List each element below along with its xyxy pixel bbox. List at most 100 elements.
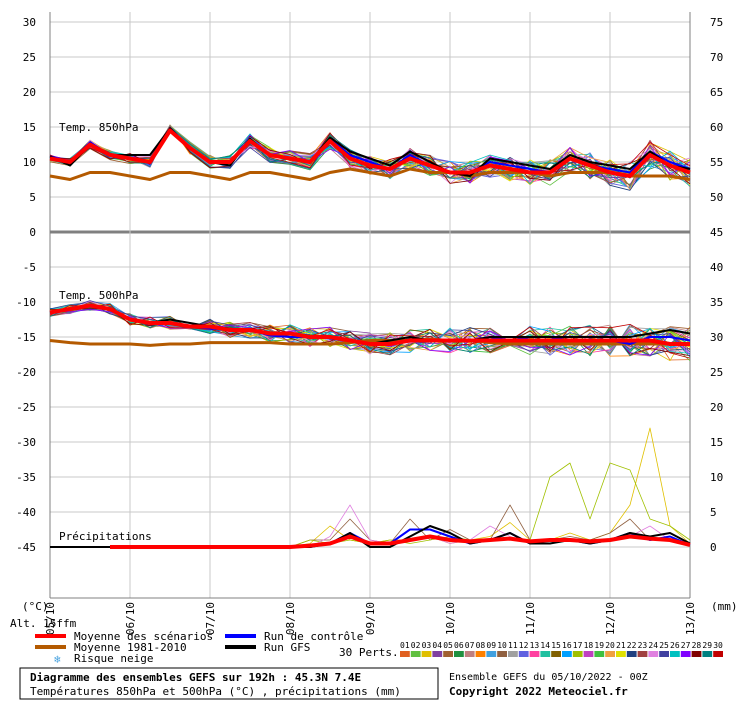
pert-swatch: [464, 651, 475, 657]
copyright: Copyright 2022 Meteociel.fr: [449, 685, 628, 698]
chart-title: Diagramme des ensembles GEFS sur 192h : …: [30, 671, 361, 684]
left-tick-label: 30: [23, 16, 36, 29]
right-tick-label: 35: [710, 296, 723, 309]
pert-swatch: [475, 651, 486, 657]
pert-swatch: [572, 651, 583, 657]
pert-number: 25: [659, 641, 669, 650]
right-unit-label: (mm): [711, 600, 738, 613]
pert-number: 06: [454, 641, 464, 650]
pert-swatch: [605, 651, 615, 657]
altitude-label: Alt. 15ffm: [10, 617, 77, 630]
left-axis-ticks: 30 25 20 15 10 5 0 -5 -10 -15 -20 -25 -30 -35 -40 -45: [16, 16, 36, 554]
perts-label: 30 Perts.: [339, 646, 399, 659]
left-tick-label: -35: [16, 471, 36, 484]
section-label-500hpa: Temp. 500hPa: [59, 289, 138, 302]
section-label-850hpa: Temp. 850hPa: [59, 121, 138, 134]
legend-label-climatology: Moyenne 1981-2010: [74, 641, 187, 654]
pert-swatch: [486, 651, 497, 657]
left-tick-label: -15: [16, 331, 36, 344]
right-tick-label: 40: [710, 261, 723, 274]
pert-swatch: [562, 651, 572, 657]
chart-series: [49, 124, 691, 549]
left-tick-label: 5: [29, 191, 36, 204]
x-tick-label: 11/10: [524, 602, 537, 635]
right-tick-label: 45: [710, 226, 723, 239]
mean-line-500: [49, 303, 690, 346]
x-tick-label: 12/10: [604, 602, 617, 635]
right-tick-label: 65: [710, 86, 723, 99]
chart-grid: [49, 12, 691, 599]
left-tick-label: 15: [23, 121, 36, 134]
pert-number: 01: [400, 641, 410, 650]
pert-number: 09: [486, 641, 496, 650]
x-tick-label: 07/10: [204, 602, 217, 635]
right-tick-label: 60: [710, 121, 723, 134]
left-tick-label: 0: [29, 226, 36, 239]
pert-number: 29: [702, 641, 712, 650]
right-tick-label: 55: [710, 156, 723, 169]
left-tick-label: 20: [23, 86, 36, 99]
x-tick-label: 10/10: [444, 602, 457, 635]
right-tick-label: 10: [710, 471, 723, 484]
right-tick-label: 70: [710, 51, 723, 64]
left-tick-label: -5: [23, 261, 36, 274]
pert-swatch: [594, 651, 605, 657]
legend-label-gfs: Run GFS: [264, 641, 310, 654]
pert-swatch: [529, 651, 540, 657]
pert-number: 26: [670, 641, 680, 650]
left-tick-label: -45: [16, 541, 36, 554]
perturbation-legend: 01 02 03 04 05 06 07 08 09 10 11 12 13 14 15 16 17 18 19 20…: [400, 641, 723, 657]
info-box: [19, 667, 439, 700]
snowflake-icon: ❄: [54, 653, 61, 666]
gfs-line-850: [49, 127, 691, 177]
right-tick-label: 25: [710, 366, 723, 379]
run-info: Ensemble GEFS du 05/10/2022 - 00Z: [449, 672, 648, 683]
pert-number: 17: [573, 641, 583, 650]
pert-number: 19: [594, 641, 604, 650]
pert-swatch: [691, 651, 702, 657]
pert-swatch: [659, 651, 669, 657]
pert-swatch: [410, 651, 421, 657]
pert-number: 12: [519, 641, 529, 650]
chart-subtitle: Températures 850hPa et 500hPa (°C) , pré…: [30, 685, 401, 698]
right-tick-label: 75: [710, 16, 723, 29]
pert-number: 10: [497, 641, 507, 650]
left-tick-label: -10: [16, 296, 36, 309]
pert-number: 14: [540, 641, 550, 650]
left-unit-label: (°C): [22, 600, 49, 613]
pert-number: 02: [411, 641, 421, 650]
member-line-500: [49, 303, 691, 359]
pert-swatch: [626, 651, 637, 657]
pert-number: 05: [443, 641, 453, 650]
pert-swatch: [443, 651, 453, 657]
pert-swatch: [713, 651, 723, 657]
pert-number: 20: [605, 641, 615, 650]
pert-swatch: [583, 651, 594, 657]
pert-swatch: [670, 651, 680, 657]
pert-number: 15: [551, 641, 561, 650]
pert-number: 11: [508, 641, 518, 650]
x-tick-label: 06/10: [124, 602, 137, 635]
pert-swatch: [518, 651, 529, 657]
left-tick-label: -20: [16, 366, 36, 379]
legend-label-control: Run de contrôle: [264, 630, 363, 643]
left-tick-label: 25: [23, 51, 36, 64]
pert-number: 18: [584, 641, 594, 650]
x-tick-label: 09/10: [364, 602, 377, 635]
pert-swatch: [637, 651, 648, 657]
right-tick-label: 0: [710, 541, 717, 554]
left-tick-label: -30: [16, 436, 36, 449]
left-tick-label: 10: [23, 156, 36, 169]
pert-swatch: [400, 651, 410, 657]
climatology-line-850: [49, 167, 691, 181]
legend-label-snow: Risque neige: [74, 652, 153, 665]
pert-swatch: [540, 651, 551, 657]
pert-number: 21: [616, 641, 626, 650]
x-tick-label: 05/10: [44, 602, 57, 635]
section-label-precip: Précipitations: [59, 530, 152, 543]
right-tick-label: 30: [710, 331, 723, 344]
left-tick-label: -40: [16, 506, 36, 519]
